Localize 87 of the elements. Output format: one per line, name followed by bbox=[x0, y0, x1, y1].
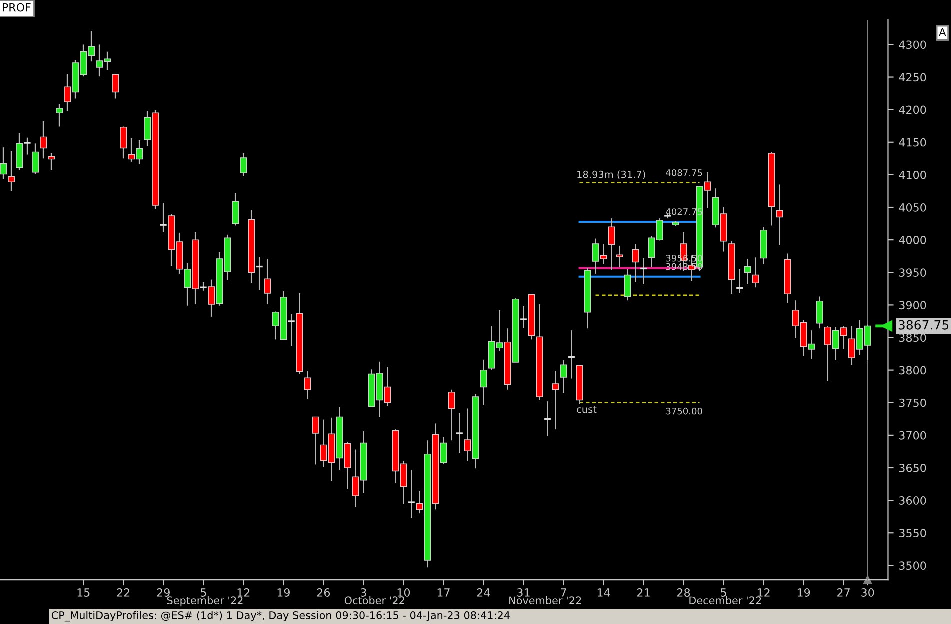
ref-line-label: 3867.75 bbox=[898, 320, 949, 330]
x-tick-label: 19 bbox=[798, 588, 810, 597]
x-tick-label: 29 bbox=[157, 588, 170, 597]
x-tick-label: 31 bbox=[518, 588, 530, 597]
x-tick-label: 19 bbox=[278, 588, 290, 597]
y-tick-label: 4150 bbox=[899, 138, 926, 147]
y-tick-label: 3750 bbox=[900, 398, 926, 408]
candlestick bbox=[112, 73, 120, 100]
candlestick bbox=[120, 126, 128, 160]
x-tick-label: 7 bbox=[561, 588, 566, 597]
x-tick-label: 14 bbox=[598, 588, 610, 597]
candlestick bbox=[616, 245, 624, 268]
y-tick-label: 4300 bbox=[899, 40, 926, 50]
annotation: cust bbox=[577, 406, 597, 414]
text: CP_MultiDayProfiles: @ES# (1d*) 1 Day*, Day Session 09:30-16:15 - 04-Jan-23 08:41:24 bbox=[52, 611, 510, 622]
x-tick-label: 21 bbox=[638, 588, 650, 597]
candlestick bbox=[776, 184, 784, 246]
text: PROF bbox=[2, 3, 31, 12]
x-tick-label: 28 bbox=[678, 588, 690, 597]
annotation: 4087.75 bbox=[666, 169, 702, 176]
candlestick bbox=[448, 389, 456, 442]
x-tick-label: 5 bbox=[721, 588, 726, 597]
candlestick bbox=[56, 103, 64, 128]
candlestick bbox=[736, 268, 744, 294]
annotation: 3943.50 bbox=[666, 263, 702, 270]
candlestick bbox=[456, 412, 464, 454]
text: December '22 bbox=[690, 596, 762, 605]
y-tick-label: 3550 bbox=[900, 529, 926, 538]
x-tick-label: 24 bbox=[477, 588, 490, 597]
candlestick bbox=[632, 243, 640, 284]
x-tick-label: 12 bbox=[758, 588, 770, 597]
candlestick bbox=[8, 150, 15, 192]
candlestick bbox=[544, 400, 552, 437]
candlestick bbox=[288, 314, 296, 347]
y-tick-label: 3600 bbox=[900, 496, 926, 505]
y-tick-label: 4100 bbox=[899, 170, 926, 180]
y-tick-label: 3500 bbox=[900, 562, 926, 570]
annotation: 3750.00 bbox=[666, 408, 702, 415]
candlestick bbox=[304, 370, 312, 400]
candlestick bbox=[608, 218, 616, 271]
candlestick bbox=[32, 143, 39, 175]
candlestick bbox=[40, 120, 47, 160]
y-tick-label: 3850 bbox=[900, 334, 926, 342]
candlestick bbox=[160, 202, 168, 233]
candlestick bbox=[24, 137, 32, 156]
candlestick bbox=[744, 258, 752, 286]
y-tick-label: 3650 bbox=[900, 464, 926, 472]
candlestick bbox=[48, 152, 56, 172]
candlestick bbox=[816, 296, 824, 330]
y-tick-label: 3900 bbox=[900, 301, 926, 310]
y-tick-label: 4250 bbox=[899, 73, 926, 82]
x-tick-label: 10 bbox=[398, 588, 410, 597]
annotation: 18.93m (31.7) bbox=[578, 170, 646, 180]
y-tick-label: 4200 bbox=[899, 106, 926, 114]
text: November '22 bbox=[510, 596, 582, 605]
x-tick-label: 5 bbox=[200, 588, 206, 597]
x-tick-label: 3 bbox=[361, 588, 366, 597]
y-tick-label: 3800 bbox=[900, 366, 926, 375]
y-tick-label: 3950 bbox=[900, 268, 926, 278]
candlestick bbox=[232, 192, 240, 226]
candlestick bbox=[568, 330, 576, 380]
candlestick bbox=[264, 258, 272, 306]
y-tick-label: 4050 bbox=[899, 203, 926, 212]
candlestick bbox=[640, 258, 648, 286]
candlestick bbox=[0, 146, 7, 180]
candlestick bbox=[256, 256, 264, 291]
candlestick bbox=[408, 469, 416, 519]
x-tick-label: 27 bbox=[838, 588, 850, 597]
y-tick-label: 4000 bbox=[899, 236, 926, 244]
candlestick bbox=[752, 256, 760, 288]
candlestick bbox=[560, 360, 568, 394]
candlestick bbox=[312, 416, 320, 466]
y-tick-label: 3700 bbox=[900, 431, 926, 440]
x-tick-label: 12 bbox=[238, 588, 250, 597]
x-tick-label: 17 bbox=[438, 588, 450, 597]
candlestick bbox=[480, 359, 488, 406]
x-tick-label: 26 bbox=[317, 588, 330, 597]
x-tick-label: 30 bbox=[862, 588, 874, 597]
candlestick bbox=[240, 152, 248, 177]
x-tick-label: 22 bbox=[117, 588, 130, 597]
candlestick bbox=[624, 268, 632, 302]
text: A bbox=[939, 28, 946, 36]
candlestick bbox=[552, 370, 560, 430]
text: October '22 bbox=[344, 596, 404, 605]
text: September '22 bbox=[167, 596, 243, 607]
x-tick-label: 15 bbox=[78, 588, 90, 597]
candlestick bbox=[520, 306, 528, 329]
